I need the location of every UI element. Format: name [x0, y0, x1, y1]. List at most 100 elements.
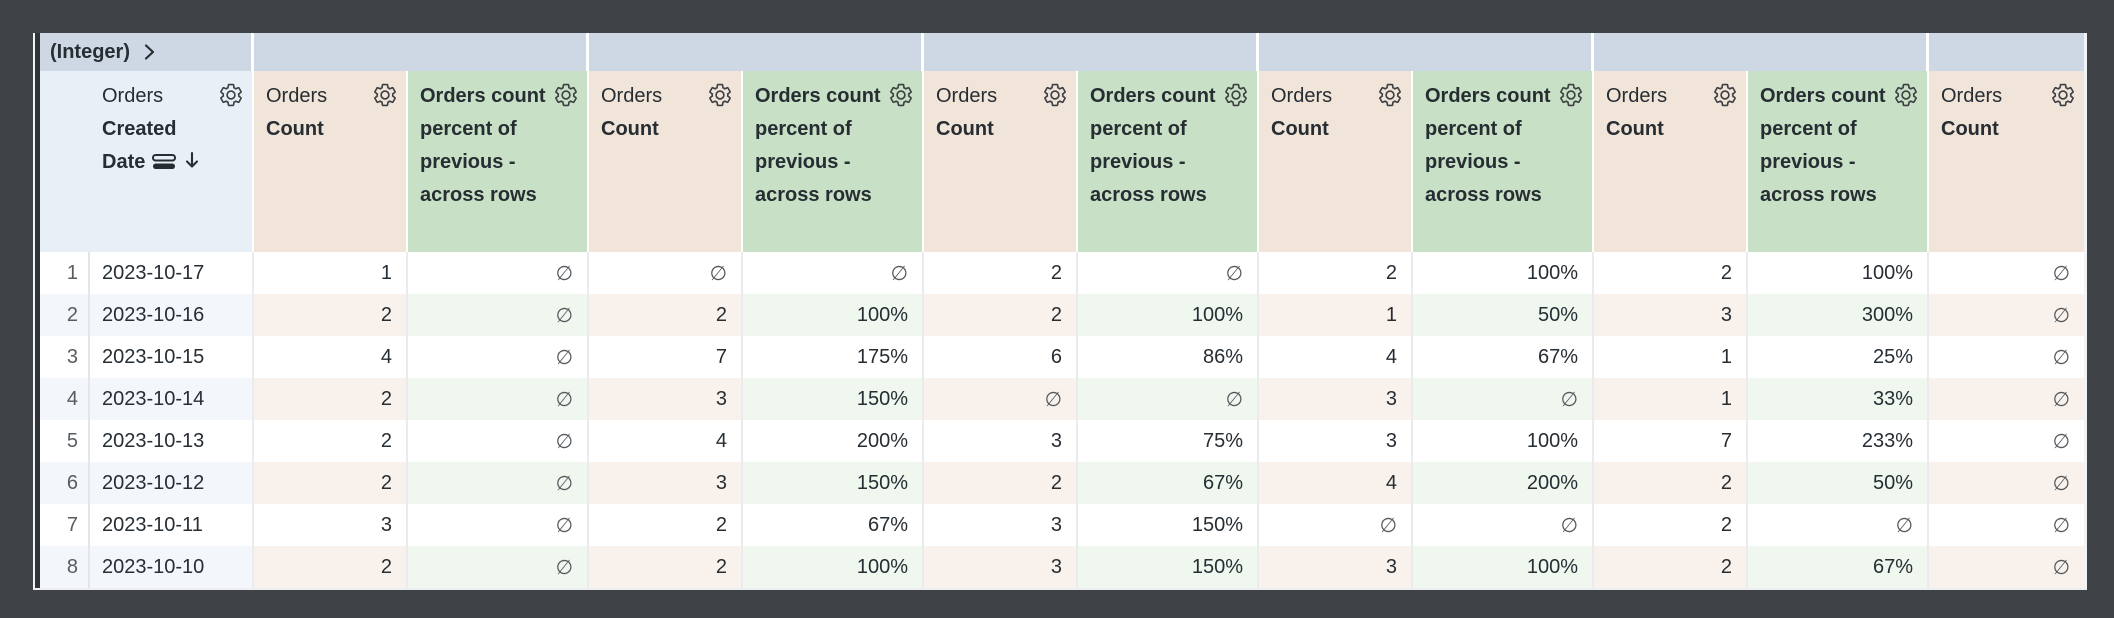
percent-cell[interactable]: 100%: [1413, 420, 1594, 462]
count-cell[interactable]: ∅: [1929, 294, 2084, 336]
percent-cell[interactable]: 150%: [743, 462, 924, 504]
count-cell[interactable]: 3: [254, 504, 408, 546]
percent-cell[interactable]: ∅: [1748, 504, 1929, 546]
count-cell[interactable]: 4: [254, 336, 408, 378]
count-cell[interactable]: 3: [924, 504, 1078, 546]
count-cell[interactable]: 2: [1594, 252, 1748, 294]
percent-cell[interactable]: 200%: [743, 420, 924, 462]
count-cell[interactable]: 2: [1594, 546, 1748, 588]
gear-icon[interactable]: [1223, 82, 1249, 119]
percent-cell[interactable]: 100%: [1748, 252, 1929, 294]
percent-cell[interactable]: 100%: [1078, 294, 1259, 336]
count-cell[interactable]: 3: [924, 420, 1078, 462]
percent-cell[interactable]: 100%: [1413, 546, 1594, 588]
percent-cell[interactable]: 175%: [743, 336, 924, 378]
percent-cell[interactable]: 86%: [1078, 336, 1259, 378]
percent-cell[interactable]: 67%: [1413, 336, 1594, 378]
date-cell[interactable]: 2023-10-17: [90, 252, 254, 294]
percent-cell[interactable]: ∅: [408, 336, 589, 378]
percent-cell[interactable]: 33%: [1748, 378, 1929, 420]
count-cell[interactable]: 2: [1594, 462, 1748, 504]
percent-cell[interactable]: ∅: [1413, 504, 1594, 546]
count-cell[interactable]: 3: [924, 546, 1078, 588]
count-cell[interactable]: ∅: [1929, 546, 2084, 588]
measure-header-orders-count[interactable]: Orders Count: [924, 71, 1078, 252]
count-cell[interactable]: 2: [1594, 504, 1748, 546]
percent-cell[interactable]: 25%: [1748, 336, 1929, 378]
count-cell[interactable]: 2: [254, 462, 408, 504]
percent-cell[interactable]: ∅: [408, 294, 589, 336]
calc-header-percent-of-previous[interactable]: Orders count percent of previous - acros…: [1078, 71, 1259, 252]
sort-desc-arrow-icon[interactable]: [184, 148, 200, 181]
gear-icon[interactable]: [1893, 82, 1919, 119]
count-cell[interactable]: ∅: [1929, 252, 2084, 294]
count-cell[interactable]: 2: [924, 294, 1078, 336]
count-cell[interactable]: 6: [924, 336, 1078, 378]
date-cell[interactable]: 2023-10-13: [90, 420, 254, 462]
chevron-right-icon[interactable]: [138, 41, 160, 63]
date-group-icon[interactable]: [152, 148, 177, 181]
count-cell[interactable]: 2: [254, 546, 408, 588]
percent-cell[interactable]: 150%: [1078, 546, 1259, 588]
count-cell[interactable]: ∅: [1929, 504, 2084, 546]
dimension-header-created-date[interactable]: Orders Created Date: [90, 71, 254, 252]
measure-header-orders-count[interactable]: Orders Count: [1594, 71, 1748, 252]
percent-cell[interactable]: 67%: [1748, 546, 1929, 588]
count-cell[interactable]: 3: [589, 378, 743, 420]
percent-cell[interactable]: ∅: [408, 504, 589, 546]
count-cell[interactable]: ∅: [1929, 462, 2084, 504]
count-cell[interactable]: 4: [1259, 462, 1413, 504]
count-cell[interactable]: 7: [589, 336, 743, 378]
count-cell[interactable]: 2: [254, 378, 408, 420]
gear-icon[interactable]: [1042, 82, 1068, 119]
percent-cell[interactable]: 100%: [743, 294, 924, 336]
percent-cell[interactable]: 200%: [1413, 462, 1594, 504]
percent-cell[interactable]: 67%: [1078, 462, 1259, 504]
count-cell[interactable]: 2: [924, 252, 1078, 294]
percent-cell[interactable]: ∅: [408, 420, 589, 462]
percent-cell[interactable]: ∅: [408, 462, 589, 504]
count-cell[interactable]: 1: [254, 252, 408, 294]
pivot-field-cell[interactable]: (Integer): [40, 33, 254, 71]
percent-cell[interactable]: 150%: [743, 378, 924, 420]
percent-cell[interactable]: ∅: [408, 546, 589, 588]
percent-cell[interactable]: 50%: [1748, 462, 1929, 504]
count-cell[interactable]: 2: [1259, 252, 1413, 294]
count-cell[interactable]: 2: [589, 504, 743, 546]
count-cell[interactable]: 1: [1594, 378, 1748, 420]
gear-icon[interactable]: [553, 82, 579, 119]
percent-cell[interactable]: ∅: [1413, 378, 1594, 420]
gear-icon[interactable]: [888, 82, 914, 119]
count-cell[interactable]: ∅: [1259, 504, 1413, 546]
percent-cell[interactable]: 300%: [1748, 294, 1929, 336]
measure-header-orders-count[interactable]: Orders Count: [1259, 71, 1413, 252]
count-cell[interactable]: 1: [1594, 336, 1748, 378]
measure-header-orders-count[interactable]: Orders Count: [254, 71, 408, 252]
count-cell[interactable]: 4: [589, 420, 743, 462]
date-cell[interactable]: 2023-10-11: [90, 504, 254, 546]
count-cell[interactable]: ∅: [1929, 420, 2084, 462]
percent-cell[interactable]: ∅: [408, 378, 589, 420]
measure-header-orders-count[interactable]: Orders Count: [589, 71, 743, 252]
count-cell[interactable]: 3: [1259, 546, 1413, 588]
gear-icon[interactable]: [2050, 82, 2076, 119]
calc-header-percent-of-previous[interactable]: Orders count percent of previous - acros…: [408, 71, 589, 252]
count-cell[interactable]: 2: [589, 546, 743, 588]
date-cell[interactable]: 2023-10-10: [90, 546, 254, 588]
date-cell[interactable]: 2023-10-16: [90, 294, 254, 336]
percent-cell[interactable]: 50%: [1413, 294, 1594, 336]
percent-cell[interactable]: 150%: [1078, 504, 1259, 546]
count-cell[interactable]: 2: [924, 462, 1078, 504]
count-cell[interactable]: ∅: [924, 378, 1078, 420]
calc-header-percent-of-previous[interactable]: Orders count percent of previous - acros…: [1748, 71, 1929, 252]
count-cell[interactable]: 1: [1259, 294, 1413, 336]
count-cell[interactable]: 7: [1594, 420, 1748, 462]
percent-cell[interactable]: ∅: [1078, 252, 1259, 294]
gear-icon[interactable]: [1712, 82, 1738, 119]
date-cell[interactable]: 2023-10-14: [90, 378, 254, 420]
percent-cell[interactable]: 75%: [1078, 420, 1259, 462]
gear-icon[interactable]: [707, 82, 733, 119]
date-cell[interactable]: 2023-10-15: [90, 336, 254, 378]
gear-icon[interactable]: [372, 82, 398, 119]
gear-icon[interactable]: [218, 82, 244, 119]
